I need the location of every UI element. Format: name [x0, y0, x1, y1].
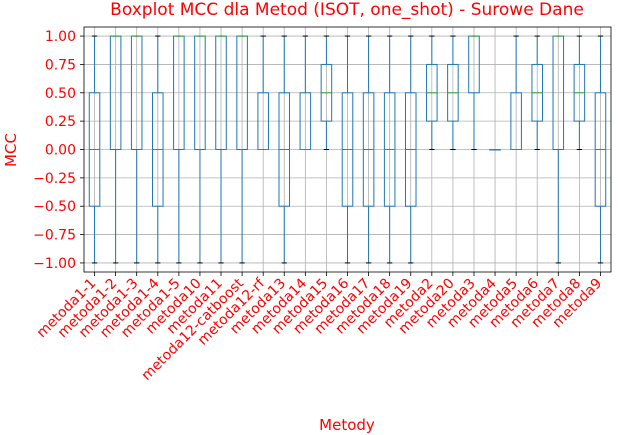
box-metoda1-4: [152, 35, 164, 264]
box-metoda16: [341, 35, 354, 264]
y-tick-label: −1.00: [33, 256, 76, 272]
box-metoda12-rf: [257, 35, 269, 151]
box-metoda15: [320, 35, 333, 150]
box-metoda7: [552, 35, 565, 264]
x-axis-label: Metody: [319, 416, 375, 434]
y-tick-label: 0.75: [45, 57, 76, 73]
box-metoda18: [383, 35, 396, 264]
box-metoda10: [194, 35, 206, 264]
y-tick-label: 0.00: [45, 143, 76, 159]
boxes: [88, 35, 607, 264]
box-metoda17: [362, 35, 375, 264]
x-axis: metoda1-1metoda1-2metoda1-3metoda1-4meto…: [34, 272, 605, 384]
box-metoda1-5: [173, 35, 185, 264]
box-metoda6: [531, 35, 543, 150]
box-metoda1-3: [130, 35, 143, 264]
y-tick-label: −0.25: [33, 171, 76, 187]
box-metoda14: [299, 35, 312, 151]
box-metoda13: [278, 35, 291, 264]
box-metoda20: [447, 35, 459, 150]
box-metoda3: [468, 35, 480, 150]
box-metoda12-catboost: [236, 35, 248, 264]
box-metoda1-2: [109, 35, 122, 264]
y-tick-label: −0.50: [33, 199, 76, 215]
box-metoda19: [404, 35, 417, 264]
box-metoda5: [510, 35, 522, 151]
box-metoda2: [426, 35, 438, 150]
y-tick-label: 1.00: [45, 29, 76, 45]
chart-title: Boxplot MCC dla Metod (ISOT, one_shot) -…: [110, 0, 584, 20]
box-metoda9: [594, 35, 607, 264]
box-metoda11: [215, 35, 227, 264]
y-tick-label: −0.75: [33, 228, 76, 244]
y-tick-label: 0.50: [45, 86, 76, 102]
box-metoda8: [573, 35, 586, 150]
y-tick-label: 0.25: [45, 114, 76, 130]
y-axis: 1.00 0.75 0.50 0.25 0.00 −0.25 −0.50 −0.75 −1.00: [33, 29, 84, 272]
y-axis-label: MCC: [2, 133, 20, 167]
box-metoda4: [489, 149, 501, 151]
box-metoda1-1: [88, 35, 101, 264]
